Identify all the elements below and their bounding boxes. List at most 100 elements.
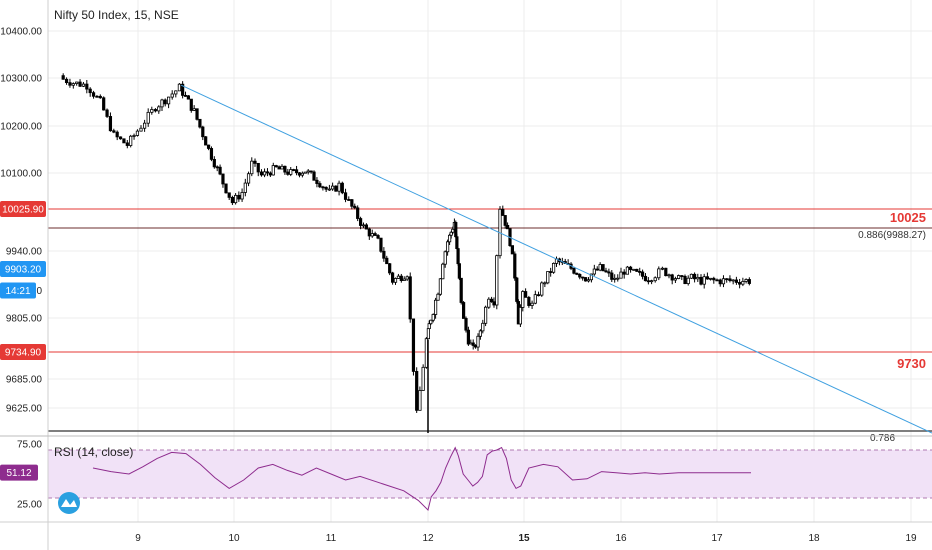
candle-body [312, 171, 316, 181]
candle-body [283, 165, 287, 173]
trendline[interactable] [180, 84, 932, 434]
candle-body [489, 298, 494, 303]
candle-body [212, 158, 216, 168]
candle-body [347, 199, 351, 201]
candle-body [429, 319, 433, 325]
candle-body [546, 271, 550, 284]
candle-body [660, 267, 665, 270]
candle-body [664, 267, 668, 277]
candle-body [160, 99, 164, 108]
candle-body [289, 169, 293, 175]
candle-body [709, 277, 713, 280]
candle-body [75, 81, 79, 84]
candle-body [433, 299, 438, 315]
candle-body [186, 95, 190, 100]
candle-body [657, 268, 661, 279]
candle-body [303, 171, 307, 174]
candle-body [379, 237, 383, 252]
candle-body [451, 228, 455, 233]
candle-body [78, 81, 82, 87]
candle-body [589, 273, 594, 281]
candle-body [221, 173, 225, 185]
candle-body [533, 294, 537, 304]
candle-body [721, 278, 726, 285]
candle-body [215, 166, 219, 169]
candle-body [95, 95, 99, 98]
candle-body [601, 264, 605, 272]
candle-body [635, 268, 639, 272]
candle-body [503, 215, 507, 226]
candle-body [230, 196, 234, 204]
candle-body [98, 95, 102, 99]
candle-body [464, 318, 468, 331]
candle-body [209, 148, 214, 160]
candle-body [309, 170, 313, 173]
candle-body [174, 90, 178, 95]
x-tick-label: 11 [326, 533, 337, 544]
candle-body [280, 165, 284, 170]
candle-body [683, 275, 687, 285]
x-tick-label: 19 [905, 533, 917, 544]
candle-body [543, 282, 547, 285]
candle-body [201, 126, 205, 138]
candle-body [530, 302, 534, 306]
candle-body [294, 169, 299, 174]
candle-body [501, 208, 505, 216]
candle-body [646, 280, 650, 283]
candle-body [390, 272, 395, 283]
y-tick-label: 10100.00 [0, 169, 42, 180]
candle-body [166, 96, 171, 105]
level-tag: 9734.90 [5, 348, 42, 359]
candle-body [734, 279, 739, 283]
candle-body [253, 160, 257, 164]
candle-body [461, 302, 466, 319]
candle-body [68, 82, 72, 86]
candle-body [455, 236, 459, 249]
candle-body [292, 169, 296, 171]
candle-body [240, 192, 244, 200]
price-tag-bg [0, 261, 46, 277]
candle-body [632, 268, 636, 271]
candle-body [385, 257, 389, 265]
fib-level-label: 0.786 [870, 433, 895, 444]
candle-body [243, 182, 247, 193]
rsi-band [48, 450, 932, 498]
candle-body [88, 88, 92, 94]
candle-body [112, 130, 116, 133]
x-tick-label: 12 [422, 533, 434, 544]
candle-body [487, 298, 491, 308]
candle-body [105, 109, 109, 117]
fib-level-label: 0.886(9988.27) [858, 230, 926, 241]
x-tick-label: 16 [615, 533, 627, 544]
candle-body [643, 275, 648, 282]
candle-body [327, 188, 331, 191]
tradingview-logo-icon[interactable] [58, 492, 80, 514]
candle-body [524, 291, 528, 298]
candle-body [445, 241, 450, 253]
level-tag: 10025.90 [2, 205, 44, 216]
candle-body [132, 135, 136, 137]
x-tick-label: 9 [135, 533, 141, 544]
candle-body [686, 277, 690, 285]
candle-body [677, 275, 681, 279]
candle-body [343, 192, 348, 200]
price-tag: 9903.20 [5, 265, 42, 276]
y-tick-label: 9940.00 [6, 247, 43, 258]
candle-body [592, 268, 596, 275]
candle-body [629, 266, 633, 271]
candle-body [234, 194, 238, 204]
candle-body [705, 276, 710, 280]
candle-body [481, 322, 485, 332]
candle-body [515, 277, 519, 302]
candle-body [146, 111, 150, 124]
candle-body [324, 186, 328, 190]
candle-body [443, 251, 447, 265]
candle-body [441, 263, 445, 280]
x-tick-label: 18 [808, 533, 820, 544]
candle-body [271, 165, 275, 176]
candle-body [610, 272, 614, 280]
candle-body [250, 160, 254, 175]
candle-body [613, 277, 617, 280]
